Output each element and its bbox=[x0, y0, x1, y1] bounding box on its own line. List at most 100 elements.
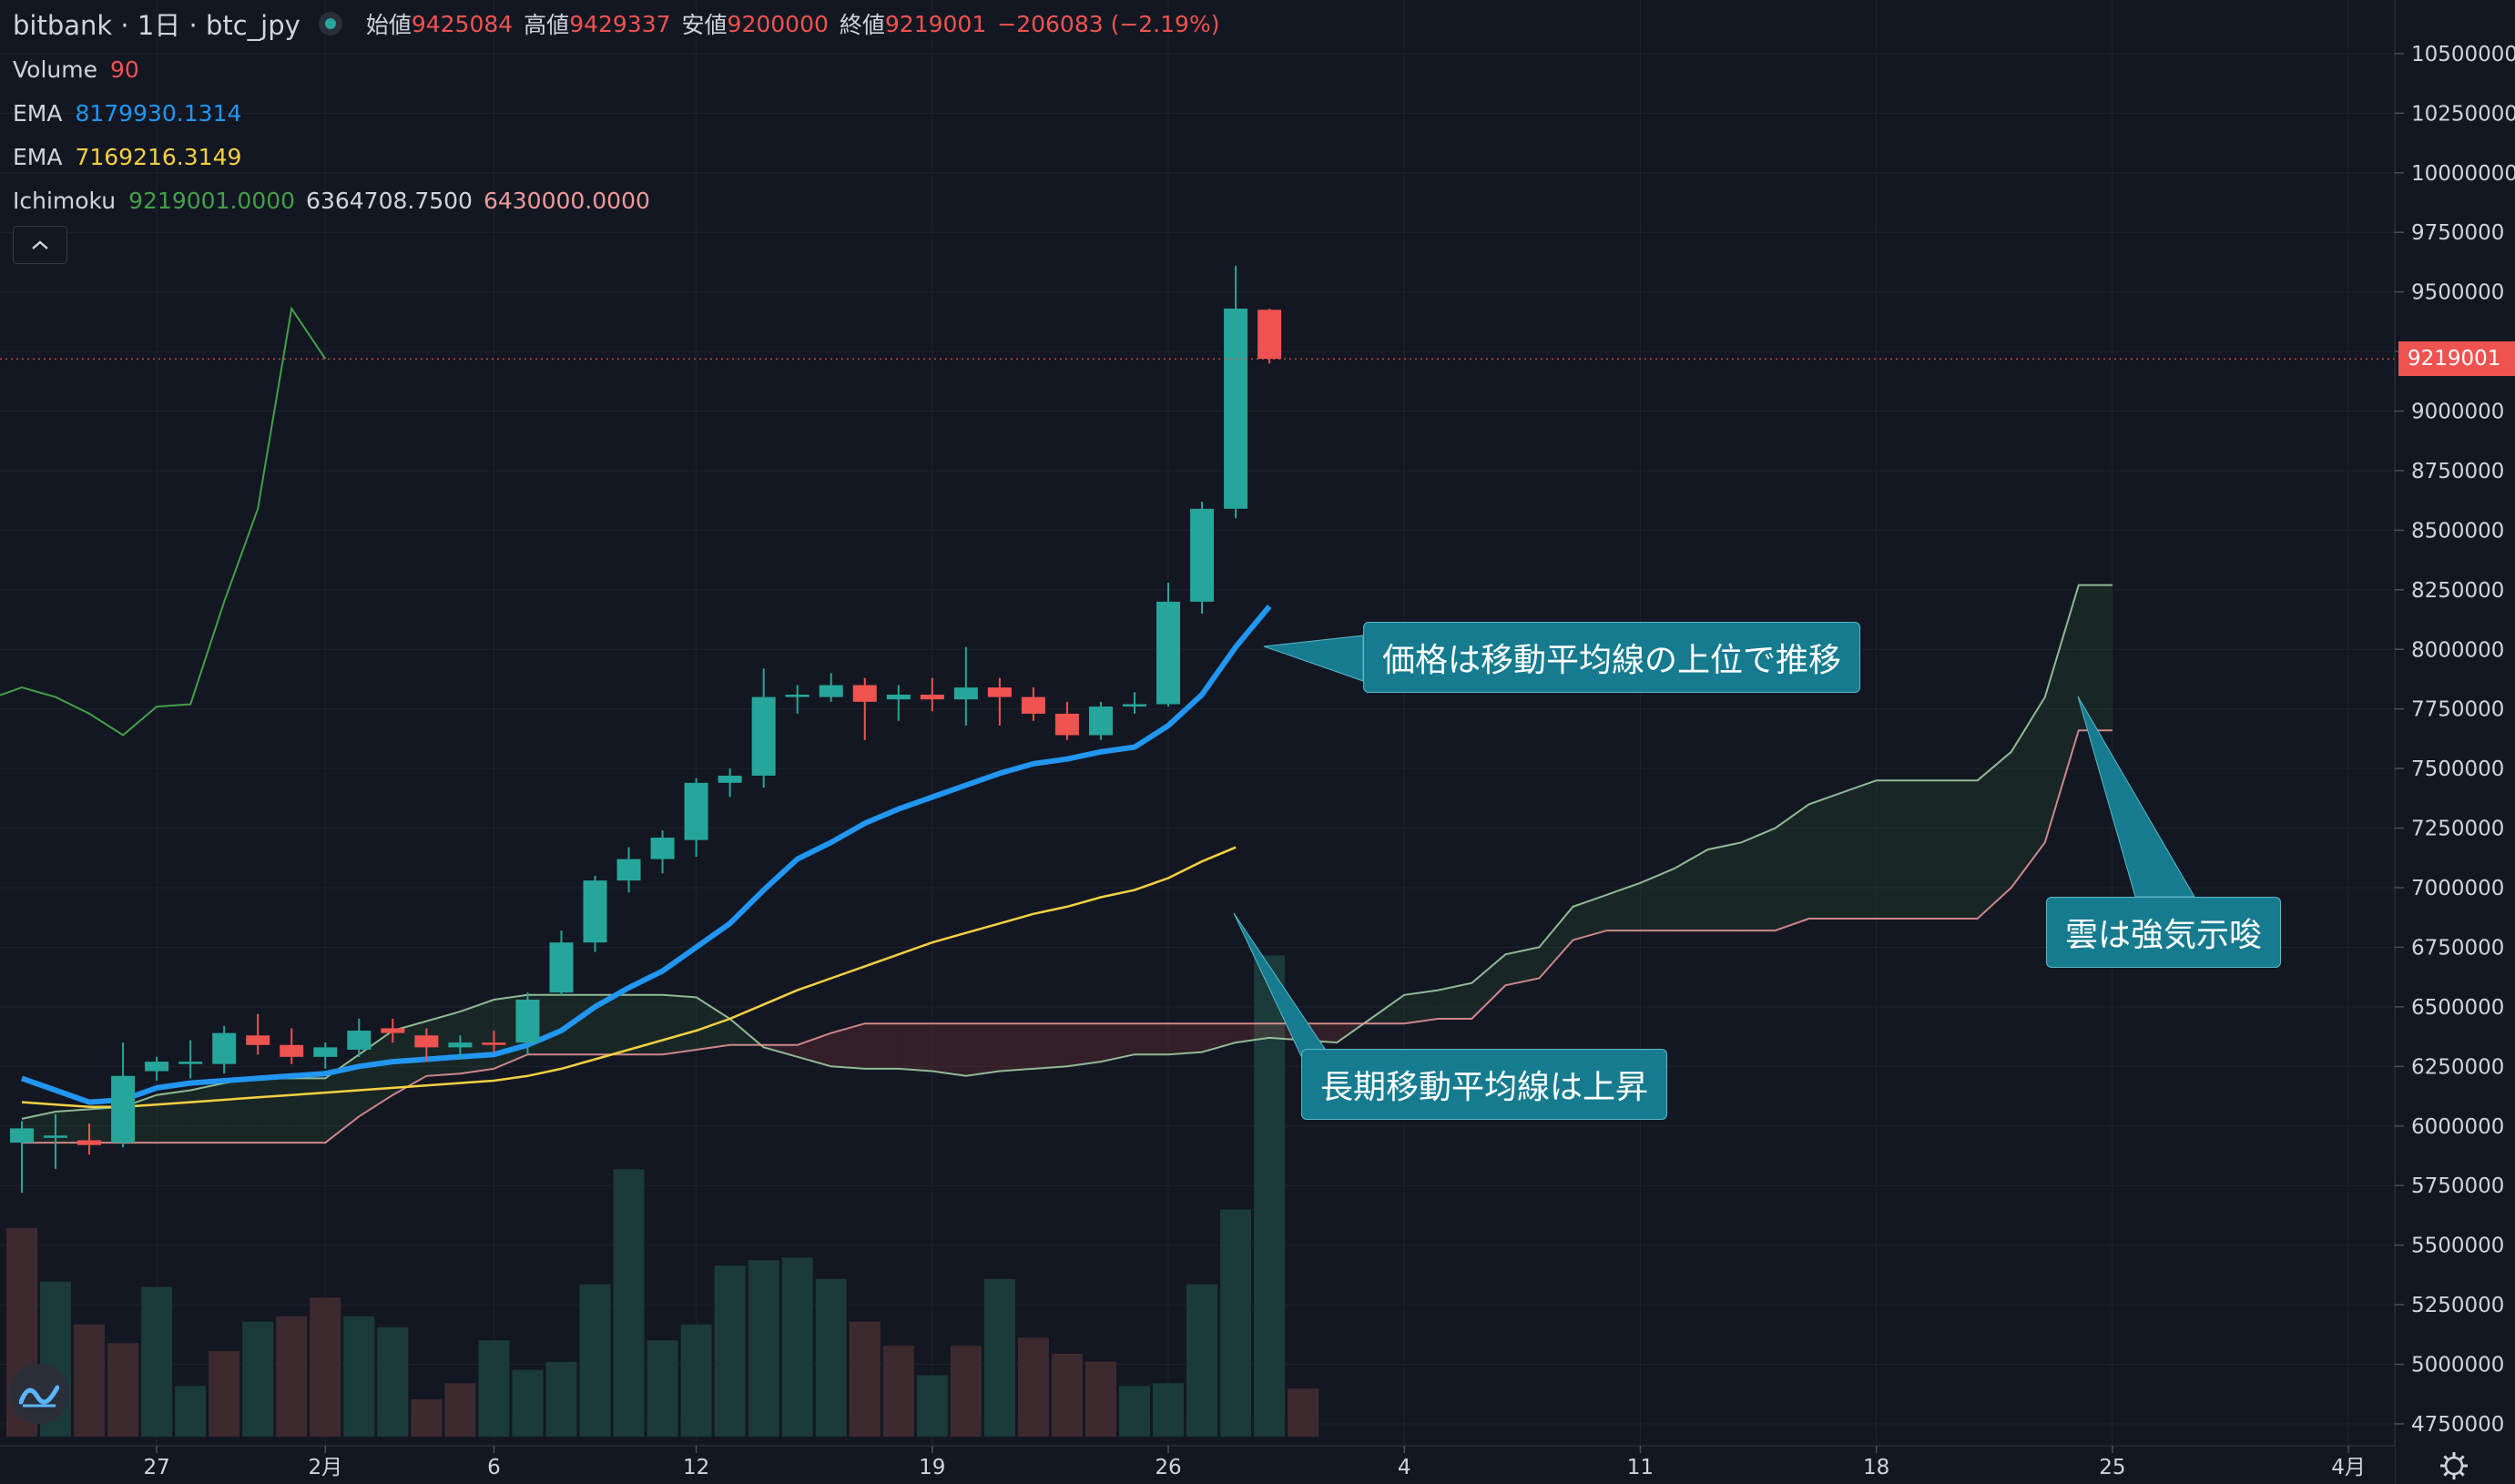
ichimoku-cloud-segment bbox=[830, 1023, 865, 1069]
volume-bar bbox=[680, 1324, 712, 1437]
volume-bar bbox=[950, 1346, 982, 1437]
volume-bar bbox=[849, 1321, 881, 1437]
candle-body bbox=[616, 859, 641, 881]
ema-slow-value: 7169216.3149 bbox=[75, 143, 242, 170]
ichimoku-cloud-segment bbox=[999, 1023, 1033, 1072]
header-row: bitbank · 1日 · btc_jpy 始値 9425084 高値 94293… bbox=[13, 0, 1219, 47]
ichimoku-cloud-segment bbox=[1808, 792, 1843, 920]
ichimoku-cloud-segment bbox=[2078, 584, 2113, 731]
price-tick-label: 10500000 bbox=[2411, 43, 2515, 66]
ichimoku-cloud-segment bbox=[1066, 1023, 1101, 1067]
gear-circle bbox=[2444, 1456, 2464, 1476]
candle-body bbox=[785, 694, 809, 697]
volume-bar bbox=[377, 1326, 409, 1437]
volume-bar bbox=[478, 1340, 510, 1437]
candle-body bbox=[1122, 704, 1146, 707]
close-value: 9219001 bbox=[884, 10, 987, 37]
ichimoku-cloud-segment bbox=[628, 994, 663, 1055]
ichimoku-cloud-segment bbox=[1471, 954, 1506, 1019]
price-tick-label: 9750000 bbox=[2411, 221, 2504, 245]
ichimoku-cloud-segment bbox=[595, 994, 629, 1055]
volume-bar bbox=[781, 1257, 813, 1437]
price-tick-label: 5750000 bbox=[2411, 1174, 2504, 1198]
candle-body bbox=[77, 1140, 102, 1145]
ichimoku-value-3: 6430000.0000 bbox=[483, 187, 650, 214]
ichimoku-cloud-segment bbox=[1640, 869, 1675, 931]
ichimoku-cloud-segment bbox=[1842, 780, 1877, 920]
ichimoku-cloud-segment bbox=[1033, 1023, 1067, 1069]
ichimoku-cloud-segment bbox=[258, 1078, 292, 1143]
price-tick-label: 8750000 bbox=[2411, 460, 2504, 483]
volume-bar bbox=[343, 1316, 375, 1437]
volume-bar bbox=[1051, 1353, 1083, 1437]
ichimoku-cloud-segment bbox=[1674, 849, 1708, 931]
volume-bar bbox=[613, 1169, 645, 1437]
volume-bar bbox=[242, 1321, 274, 1437]
candle-body bbox=[1054, 713, 1079, 736]
candle-body bbox=[920, 694, 944, 700]
ichimoku-cloud-segment bbox=[1707, 842, 1742, 931]
market-status-icon[interactable] bbox=[318, 12, 342, 36]
ichimoku-cloud-segment bbox=[1134, 1023, 1169, 1055]
high-value: 9429337 bbox=[569, 10, 671, 37]
volume-bar bbox=[882, 1346, 914, 1437]
ema-fast-value: 8179930.1314 bbox=[75, 99, 242, 127]
legend-ema-slow[interactable]: EMA 7169216.3149 bbox=[13, 135, 1219, 178]
ichimoku-chikou bbox=[0, 306, 327, 737]
ichimoku-cloud-segment bbox=[1876, 780, 1910, 920]
tradingview-logo-icon bbox=[19, 1385, 59, 1408]
ema-slow-label: EMA bbox=[13, 143, 63, 170]
legend-ema-fast[interactable]: EMA 8179930.1314 bbox=[13, 91, 1219, 135]
settings-gear-icon[interactable] bbox=[2440, 1452, 2468, 1479]
price-tick-label: 6000000 bbox=[2411, 1115, 2504, 1139]
symbol-title[interactable]: bitbank · 1日 · btc_jpy bbox=[13, 10, 300, 41]
volume-bar bbox=[512, 1369, 544, 1437]
price-tick-label: 9000000 bbox=[2411, 401, 2504, 424]
volume-bar bbox=[209, 1351, 240, 1437]
ichimoku-cloud-segment bbox=[1943, 780, 1978, 920]
time-axis bbox=[0, 1446, 2395, 1484]
volume-bar bbox=[107, 1343, 139, 1437]
ichimoku-cloud-segment bbox=[1370, 994, 1405, 1024]
ichimoku-cloud-segment bbox=[56, 1109, 90, 1143]
gear-tooth bbox=[2443, 1455, 2449, 1460]
ichimoku-cloud-segment bbox=[157, 1090, 191, 1143]
volume-bar bbox=[545, 1361, 577, 1437]
high-label: 高値 bbox=[524, 12, 570, 38]
time-tick-label: 19 bbox=[919, 1456, 945, 1479]
open-label: 始値 bbox=[365, 12, 412, 38]
ichimoku-cloud-segment bbox=[1438, 982, 1472, 1019]
candle-body bbox=[1224, 308, 1248, 509]
collapse-legend-button[interactable] bbox=[13, 226, 67, 264]
volume-bar bbox=[141, 1286, 173, 1437]
legend-ichimoku[interactable]: Ichimoku 9219001.0000 6364708.7500 64300… bbox=[13, 178, 1219, 222]
ichimoku-cloud-segment bbox=[2044, 584, 2079, 843]
gear-tooth bbox=[2443, 1471, 2449, 1477]
low-value: 9200000 bbox=[727, 10, 829, 37]
candle-body bbox=[414, 1035, 439, 1048]
chart-legend: bitbank · 1日 · btc_jpy 始値 9425084 高値 94293… bbox=[13, 0, 1219, 264]
ichimoku-cloud-segment bbox=[1775, 804, 1809, 931]
volume-bar bbox=[1288, 1388, 1319, 1437]
candle-body bbox=[280, 1044, 304, 1057]
ichimoku-cloud-segment bbox=[1404, 990, 1439, 1024]
time-tick-label: 6 bbox=[487, 1456, 501, 1479]
price-tick-label: 7750000 bbox=[2411, 698, 2504, 722]
ichimoku-cloud-segment bbox=[1741, 828, 1776, 931]
price-change: −206083 (−2.19%) bbox=[997, 10, 1220, 37]
volume-bar bbox=[1254, 955, 1286, 1437]
candle-body bbox=[953, 687, 978, 700]
time-tick-label: 25 bbox=[2099, 1456, 2125, 1479]
price-tick-label: 8500000 bbox=[2411, 519, 2504, 543]
candle-body bbox=[1258, 310, 1282, 360]
callout-long-ma[interactable]: 長期移動平均線は上昇 bbox=[1301, 1049, 1668, 1120]
candle-body bbox=[313, 1047, 338, 1057]
volume-bar bbox=[1118, 1386, 1150, 1437]
ichimoku-cloud-segment bbox=[1505, 947, 1540, 986]
legend-volume[interactable]: Volume 90 bbox=[13, 47, 1219, 91]
ichimoku-span-b bbox=[22, 729, 2113, 1144]
tradingview-logo[interactable] bbox=[9, 1364, 69, 1424]
callout-above-ma[interactable]: 価格は移動平均線の上位で推移 bbox=[1363, 622, 1861, 693]
callout-cloud[interactable]: 雲は強気示唆 bbox=[2046, 897, 2282, 968]
